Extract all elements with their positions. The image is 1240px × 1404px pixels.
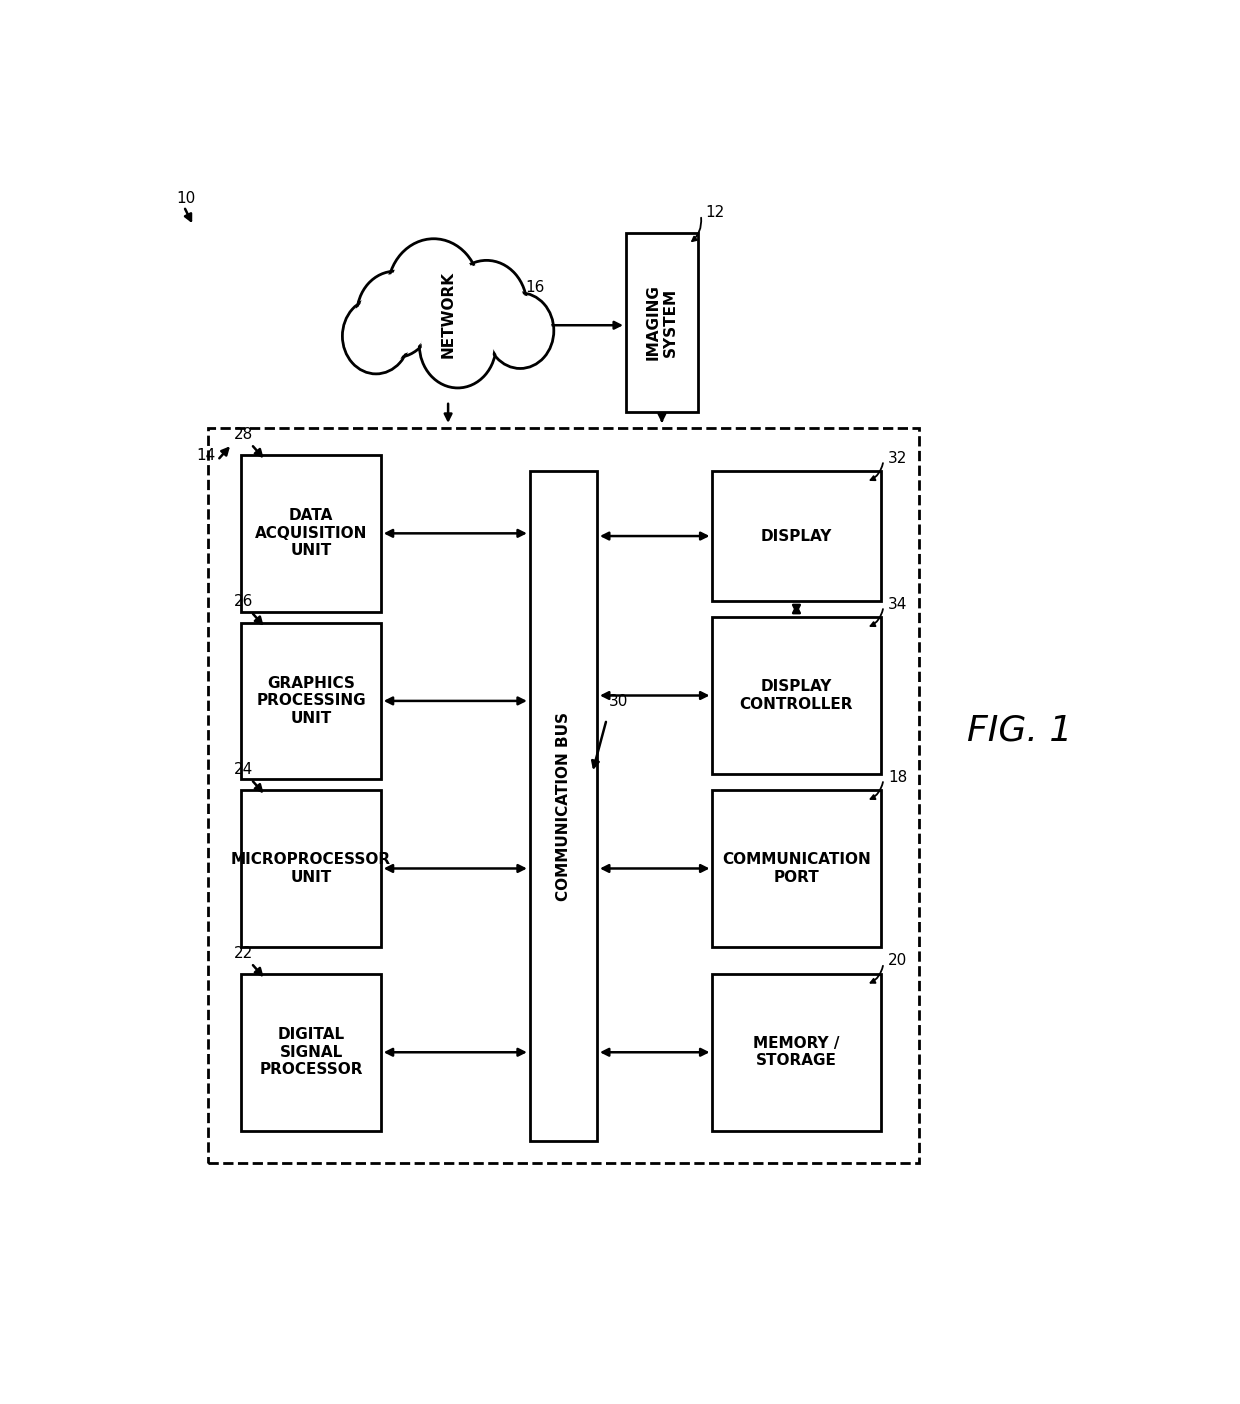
Text: 20: 20 [888,953,908,969]
Circle shape [360,275,430,354]
Circle shape [388,239,480,343]
Text: 30: 30 [609,694,627,709]
Text: 34: 34 [888,597,908,612]
Text: 24: 24 [234,762,253,776]
Text: 28: 28 [234,427,253,442]
Text: 16: 16 [525,279,544,295]
Text: NETWORK: NETWORK [440,271,455,358]
Text: IMAGING
SYSTEM: IMAGING SYSTEM [646,285,678,361]
Bar [242,974,381,1130]
Text: COMMUNICATION
PORT: COMMUNICATION PORT [722,852,870,885]
Text: FIG. 1: FIG. 1 [967,713,1073,748]
Bar [626,233,698,411]
Bar [208,428,919,1163]
Text: COMMUNICATION BUS: COMMUNICATION BUS [556,712,570,901]
Circle shape [490,296,551,365]
Text: 10: 10 [176,191,196,206]
Circle shape [419,302,496,388]
Text: DISPLAY: DISPLAY [761,528,832,543]
Bar [712,974,880,1130]
Circle shape [342,298,409,373]
Text: DISPLAY
CONTROLLER: DISPLAY CONTROLLER [740,680,853,712]
Bar [712,618,880,774]
Text: 26: 26 [234,594,253,609]
Text: 18: 18 [888,769,908,785]
Circle shape [392,243,476,338]
Circle shape [446,260,527,351]
Text: DATA
ACQUISITION
UNIT: DATA ACQUISITION UNIT [255,508,367,559]
Text: 22: 22 [234,946,253,960]
Text: GRAPHICS
PROCESSING
UNIT: GRAPHICS PROCESSING UNIT [257,675,366,726]
Bar [712,472,880,601]
Bar [529,472,596,1141]
Text: MICROPROCESSOR
UNIT: MICROPROCESSOR UNIT [231,852,392,885]
Text: DIGITAL
SIGNAL
PROCESSOR: DIGITAL SIGNAL PROCESSOR [259,1028,363,1077]
Circle shape [345,302,407,371]
Circle shape [423,305,494,385]
Circle shape [449,264,523,348]
Text: 12: 12 [706,205,725,220]
Bar [242,790,381,946]
Text: MEMORY /
STORAGE: MEMORY / STORAGE [753,1036,839,1068]
Bar [712,790,880,946]
Circle shape [357,271,434,358]
Circle shape [486,293,554,368]
Text: 32: 32 [888,451,908,466]
Text: 14: 14 [196,448,216,463]
Bar [242,622,381,779]
Bar [242,455,381,612]
